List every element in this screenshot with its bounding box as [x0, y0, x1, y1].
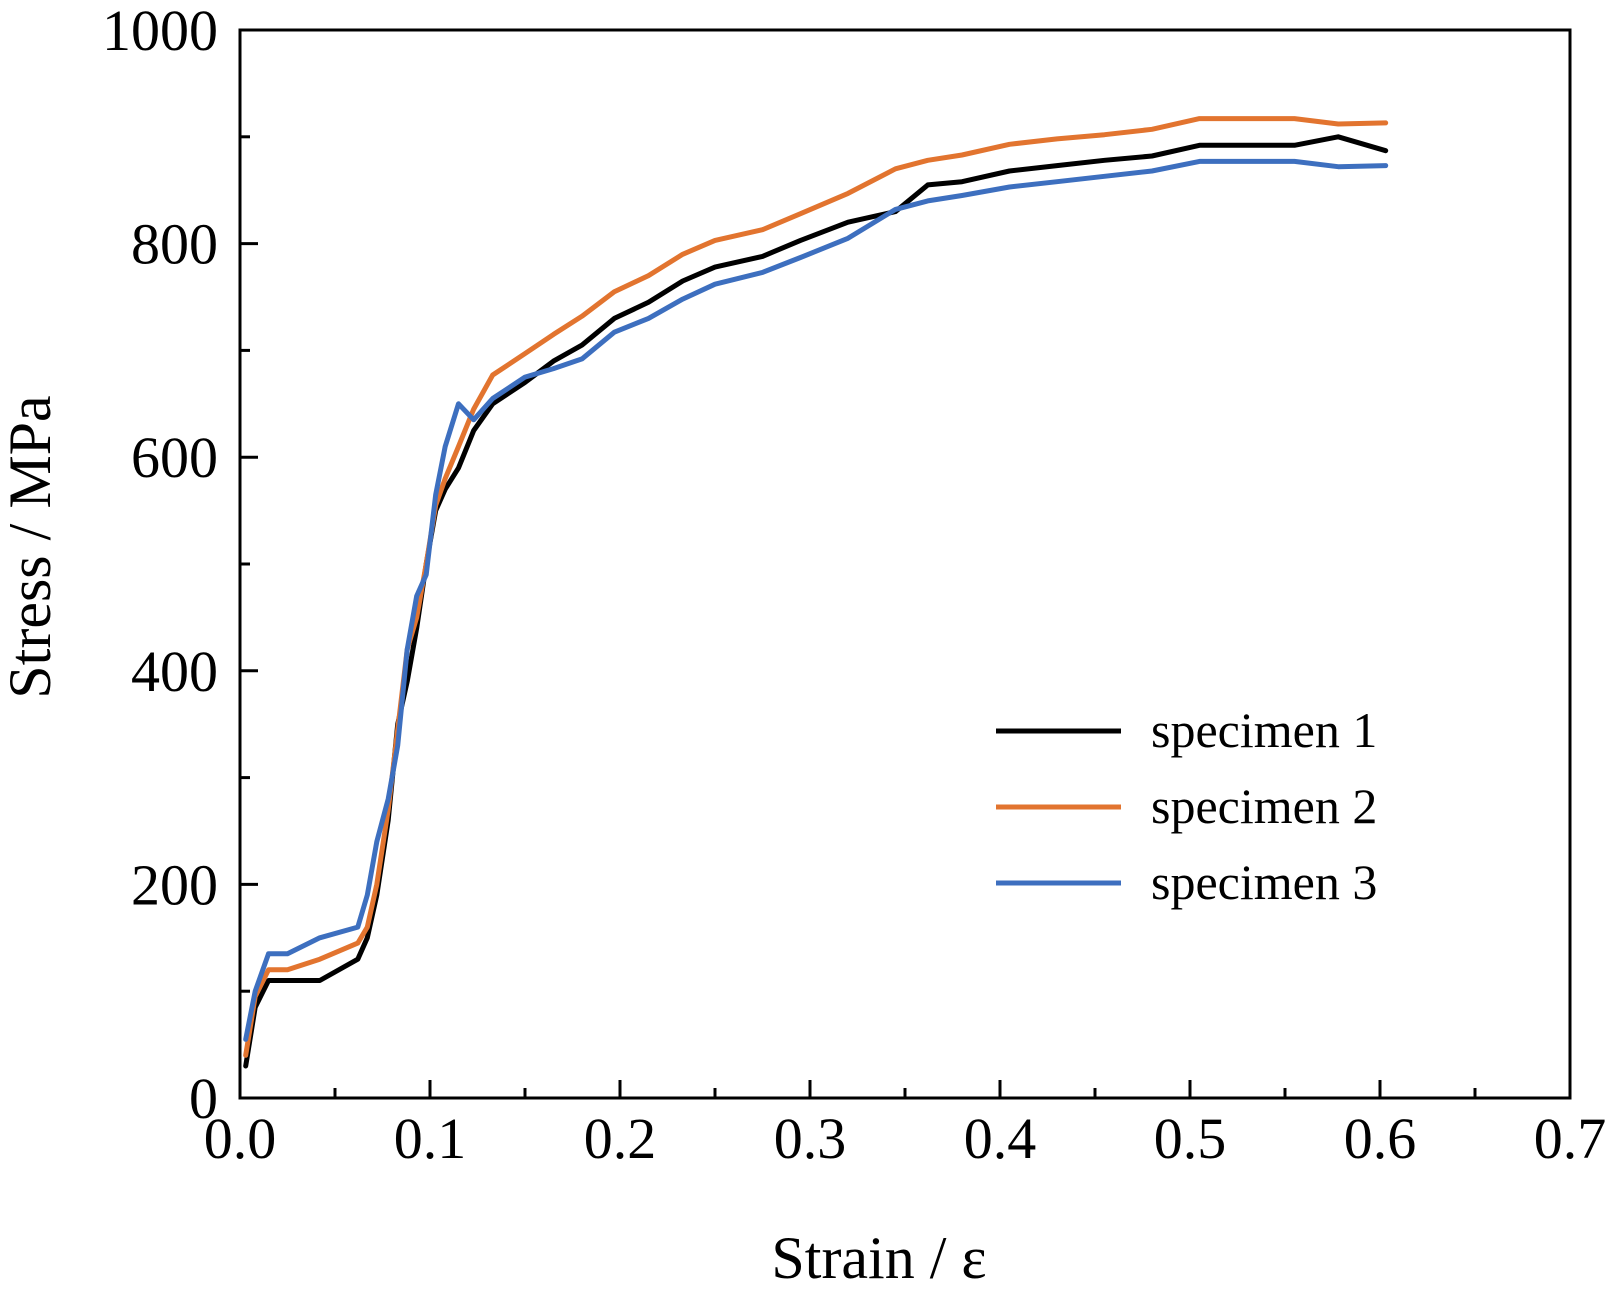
x-tick-label: 0.6	[1344, 1106, 1417, 1171]
y-tick-label: 200	[131, 852, 218, 917]
legend-label-specimen-1: specimen 1	[1151, 702, 1377, 758]
x-tick-label: 0.5	[1154, 1106, 1227, 1171]
series-line-specimen-3	[243, 158, 1389, 1042]
x-tick-label: 0.4	[964, 1106, 1037, 1171]
x-tick-label: 0.0	[204, 1106, 277, 1171]
x-tick-label: 0.2	[584, 1106, 657, 1171]
x-tick-label: 0.3	[774, 1106, 847, 1171]
y-tick-label: 400	[131, 639, 218, 704]
x-tick-label: 0.1	[394, 1106, 467, 1171]
series-line-specimen-2	[243, 116, 1389, 1058]
y-tick-label: 600	[131, 425, 218, 490]
legend-label-specimen-2: specimen 2	[1151, 778, 1377, 834]
legend-label-specimen-3: specimen 3	[1151, 854, 1377, 910]
y-tick-label: 800	[131, 212, 218, 277]
y-axis-title: Stress / MPa	[0, 395, 63, 698]
series-layer	[243, 116, 1389, 1069]
y-tick-label: 1000	[102, 0, 218, 63]
x-axis-title: Strain / ε	[771, 1225, 986, 1291]
legend: specimen 1 specimen 2 specimen 3	[996, 702, 1377, 910]
x-tick-label: 0.7	[1534, 1106, 1607, 1171]
plot-frame	[238, 28, 1572, 1100]
axes-layer: 0.0 0.1 0.2 0.3 0.4 0.5 0.6 0.7 0 200 400 600 800 100…	[102, 0, 1606, 1171]
y-tick-label: 0	[189, 1066, 218, 1131]
